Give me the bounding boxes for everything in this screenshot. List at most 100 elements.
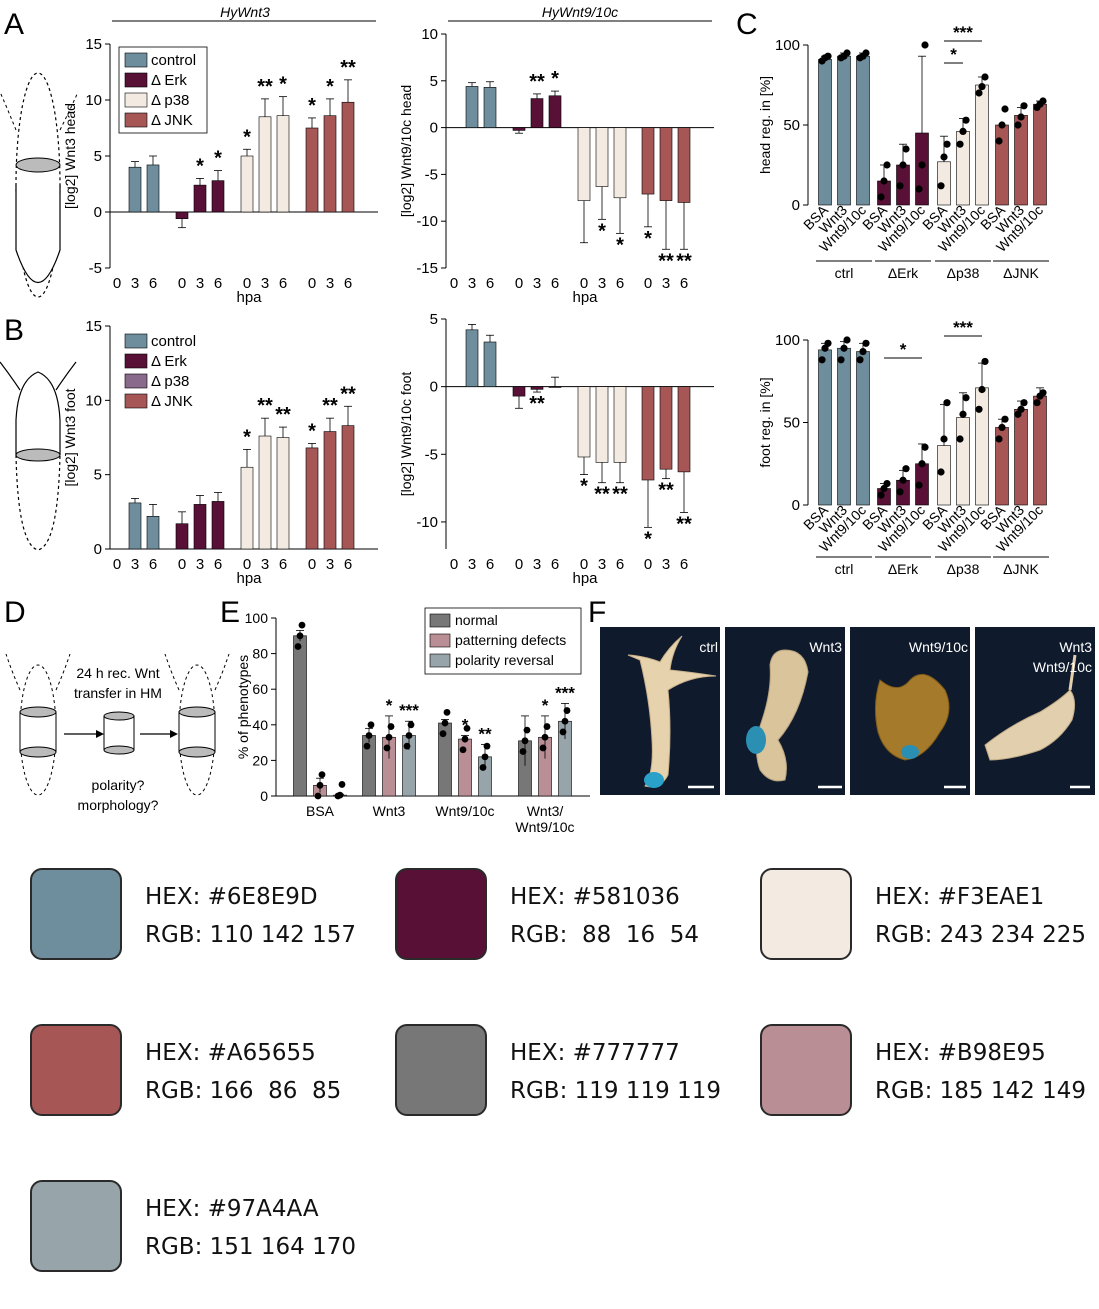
bar — [240, 466, 254, 550]
data-point — [880, 177, 888, 185]
y-tick-label: 50 — [783, 117, 800, 134]
bar — [595, 127, 609, 187]
bar — [512, 386, 526, 397]
palette-rgb-6: RGB: 185 142 149 — [875, 1078, 1086, 1104]
data-point — [998, 423, 1006, 432]
data-point — [296, 632, 304, 640]
sketch-q2: morphology? — [78, 797, 159, 813]
palette-rgb-2: RGB: 88 16 54 — [510, 922, 699, 948]
x-tick-label: 0 — [580, 275, 588, 292]
bar — [465, 329, 479, 387]
legend-e-swatch-reversal — [429, 653, 451, 668]
significance-mark: ** — [340, 383, 356, 405]
x-tick-label: 3 — [261, 275, 269, 292]
data-point — [387, 723, 395, 730]
palette-hex-6: HEX: #B98E95 — [875, 1040, 1046, 1066]
legend-e: normal patterning defects polarity rever… — [424, 607, 582, 675]
significance-mark: * — [580, 476, 588, 498]
bar — [548, 386, 562, 388]
bar — [641, 127, 655, 195]
y-tick-label: 50 — [783, 415, 800, 432]
data-point — [1017, 405, 1025, 413]
x-tick-label: 0 — [113, 275, 121, 292]
bar — [276, 115, 290, 213]
legend-b-swatch-p38 — [124, 373, 148, 389]
data-point — [937, 468, 945, 476]
data-point — [1020, 399, 1028, 407]
significance-mark: * — [386, 696, 393, 715]
data-point — [915, 185, 923, 193]
y-axis-label: foot reg. in [%] — [757, 377, 773, 467]
y-tick-label: -10 — [416, 213, 438, 230]
hydra-foot-sketch — [0, 361, 77, 551]
significance-mark: ** — [340, 57, 356, 79]
y-tick-label: 15 — [85, 318, 102, 335]
x-tick-label: 0 — [178, 275, 186, 292]
significance-mark: ** — [322, 395, 338, 417]
data-point — [883, 479, 891, 488]
legend-b-control: control — [151, 333, 196, 350]
significance-mark: ** — [529, 71, 545, 93]
significance-mark: * — [950, 45, 957, 64]
x-axis-label: hpa — [572, 289, 598, 306]
y-tick-label: 80 — [252, 646, 268, 662]
photo-label-combo-1: Wnt3 — [1059, 639, 1092, 655]
palette-label-6: HEX: #B98E95 RGB: 185 142 149 — [875, 1034, 1086, 1110]
palette-label-5: HEX: #777777 RGB: 119 119 119 — [510, 1034, 721, 1110]
data-point — [918, 460, 926, 468]
legend-a-erk: Δ Erk — [151, 72, 187, 89]
x-tick-label: 0 — [515, 275, 523, 292]
gene-title-wnt3: HyWnt3 — [220, 4, 270, 20]
bar — [595, 386, 609, 463]
significance-mark: * — [551, 68, 559, 90]
bar — [1033, 103, 1047, 206]
palette-swatch-5 — [395, 1024, 487, 1116]
bar — [211, 180, 225, 213]
y-axis-label: % of phenotypes — [235, 655, 251, 759]
bar — [258, 116, 272, 213]
palette-swatch-7 — [30, 1180, 122, 1272]
y-axis-label: [log2] Wnt3 head — [62, 103, 78, 209]
bar — [128, 166, 142, 213]
bar — [128, 502, 142, 550]
palette-rgb-7: RGB: 151 164 170 — [145, 1234, 356, 1260]
data-point — [407, 721, 415, 729]
legend-b-p38: Δ p38 — [151, 373, 189, 390]
x-tick-label: 6 — [344, 556, 352, 573]
legend-e-swatch-patterning — [429, 633, 451, 648]
data-point — [316, 781, 324, 789]
x-tick-label: Wnt3 — [373, 803, 406, 819]
x-axis-label: hpa — [572, 570, 598, 587]
data-point — [921, 41, 929, 49]
data-point — [463, 724, 471, 732]
bar — [146, 515, 160, 550]
sketch-line2: transfer in HM — [74, 685, 162, 701]
x-tick-label: 6 — [616, 556, 624, 573]
data-point — [818, 356, 826, 364]
bar — [856, 55, 870, 206]
legend-a-swatch-control — [124, 52, 148, 68]
x-tick-label: 6 — [486, 556, 494, 573]
data-point — [459, 746, 467, 754]
bar — [818, 59, 832, 206]
palette-hex-1: HEX: #6E8E9D — [145, 884, 318, 910]
data-point — [943, 399, 951, 407]
data-point — [336, 791, 344, 799]
x-tick-label: 3 — [598, 275, 606, 292]
y-tick-label: -5 — [89, 260, 102, 277]
significance-mark: * — [279, 74, 287, 96]
y-tick-label: 5 — [94, 467, 102, 484]
x-tick-label: 6 — [149, 556, 157, 573]
bar — [877, 180, 891, 206]
significance-mark: *** — [399, 701, 419, 720]
y-tick-label: -5 — [425, 166, 438, 183]
data-point — [523, 726, 531, 734]
panel-letter-c: C — [736, 8, 758, 41]
bar — [577, 127, 591, 201]
data-point — [981, 357, 989, 366]
y-tick-label: 0 — [792, 197, 800, 214]
legend-b-swatch-erk — [124, 353, 148, 369]
